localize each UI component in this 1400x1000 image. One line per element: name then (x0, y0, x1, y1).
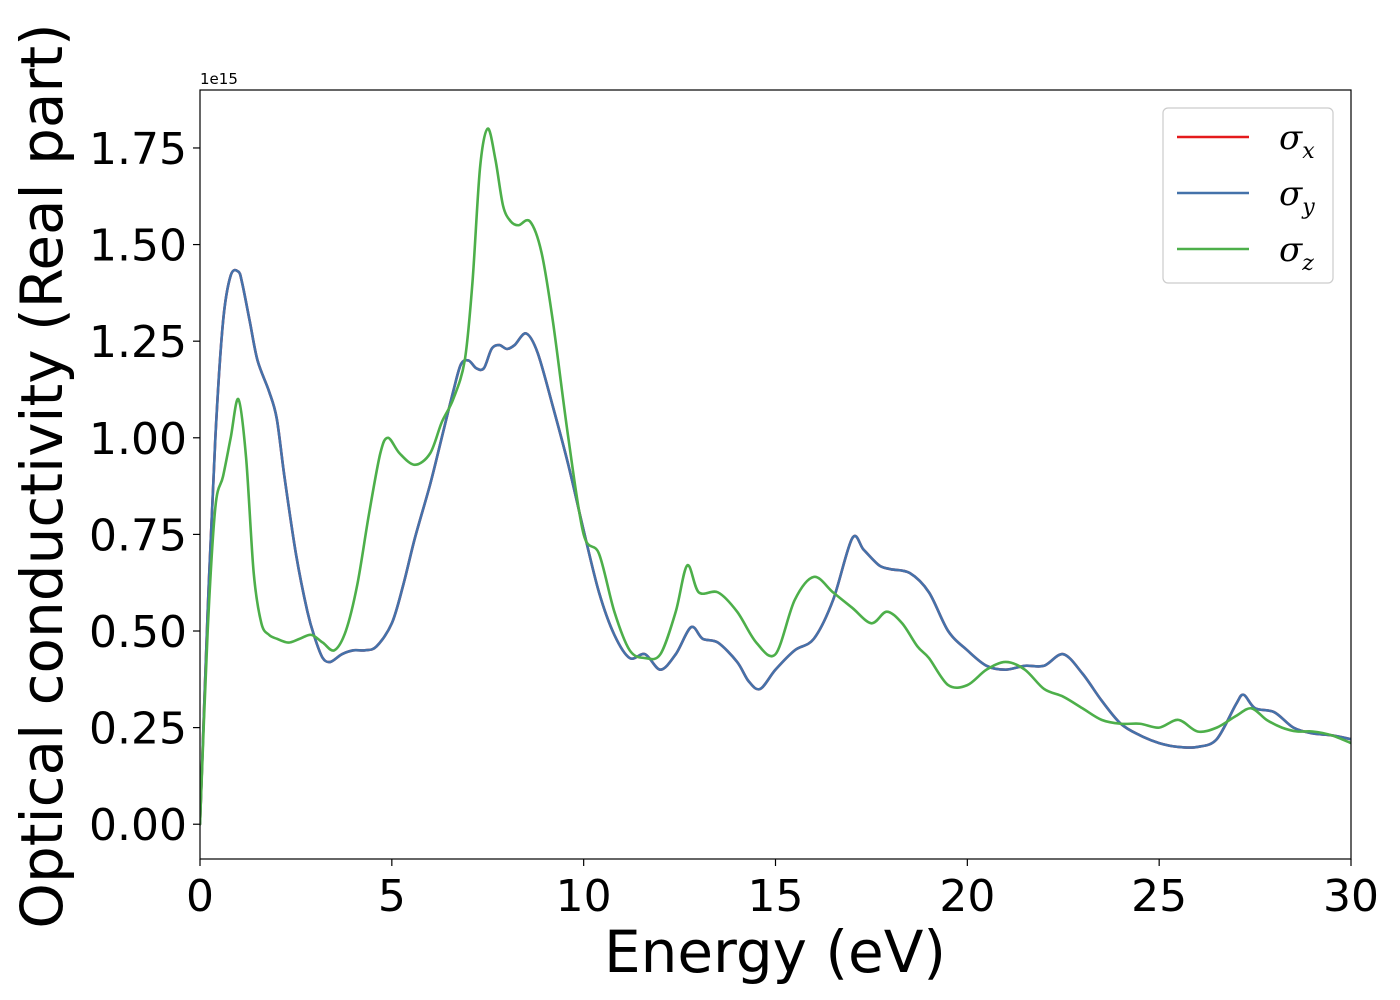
x-axis-label: Energy (eV) (604, 918, 946, 986)
y-tick-label: 0.50 (89, 607, 187, 658)
y-tick-label: 0.75 (89, 510, 187, 561)
y-tick-label: 0.25 (89, 704, 187, 755)
x-tick-label: 30 (1323, 871, 1379, 922)
x-tick-label: 15 (748, 871, 804, 922)
x-tick-label: 10 (556, 871, 612, 922)
series-group (200, 127, 1351, 826)
x-tick-label: 0 (186, 871, 214, 922)
y-axis: 0.00 0.25 0.50 0.75 1.00 1.25 1.50 1.75 (89, 124, 200, 851)
x-tick-label: 20 (939, 871, 995, 922)
y-tick-label: 1.25 (89, 317, 187, 368)
series-line-z (200, 127, 1351, 826)
legend-box (1162, 107, 1334, 284)
y-tick-label: 1.75 (89, 124, 187, 175)
x-axis: 0 5 10 15 20 25 30 (186, 859, 1379, 922)
series-line-y (200, 268, 1351, 826)
y-tick-label: 1.00 (89, 414, 187, 465)
y-offset-label: 1e15 (200, 70, 238, 88)
y-axis-label: Optical conductivity (Real part) (8, 23, 76, 928)
x-tick-label: 25 (1131, 871, 1187, 922)
y-tick-label: 1.50 (89, 221, 187, 272)
x-tick-label: 5 (378, 871, 406, 922)
y-tick-label: 0.00 (89, 800, 187, 851)
